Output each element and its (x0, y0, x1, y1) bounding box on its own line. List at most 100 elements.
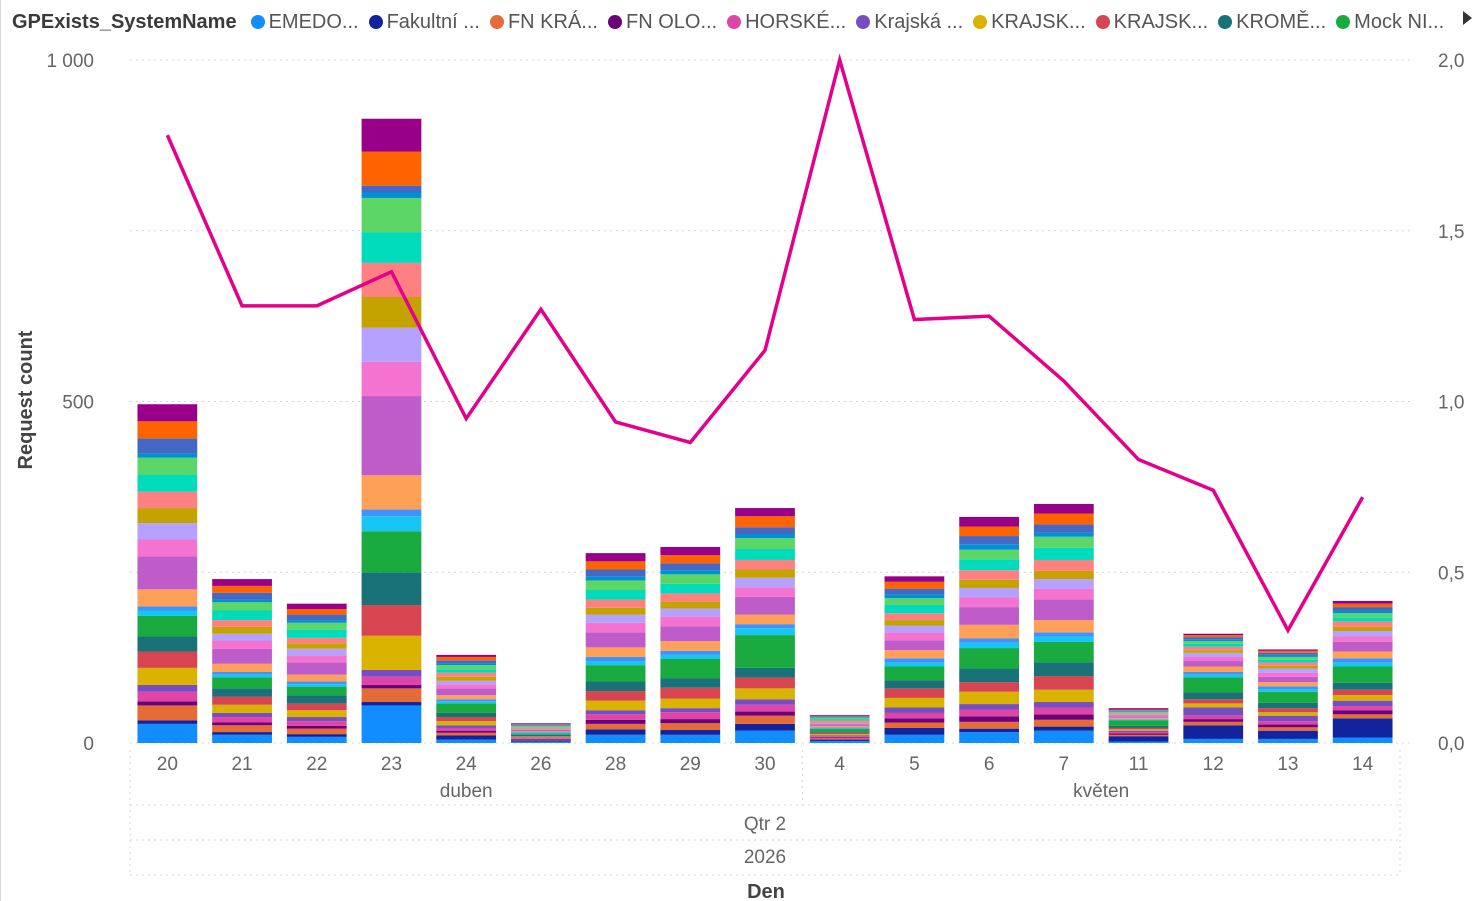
x-tick-label: 26 (530, 754, 551, 775)
bar-segment (1033, 714, 1094, 720)
bar-segment (137, 457, 198, 475)
bar-segment (585, 614, 646, 623)
bar-segment (959, 648, 1019, 669)
bar-segment (585, 553, 646, 562)
bar-segment (361, 572, 422, 606)
bar-segment (137, 610, 198, 616)
bar-segment (735, 538, 795, 550)
y-axis-title: Request count (15, 330, 37, 469)
bar-segment (1108, 712, 1169, 713)
legend-item-4[interactable]: HORSKÉ... (727, 11, 846, 34)
bar-segment (585, 661, 646, 666)
x-tick-label: 4 (834, 754, 845, 775)
legend-dot-icon (856, 15, 871, 29)
bar-segment (735, 704, 795, 712)
bar-segment (361, 688, 422, 703)
bar-segment (511, 737, 571, 739)
bar-segment (735, 723, 795, 731)
bar-segment (660, 658, 721, 679)
legend-item-5[interactable]: Krajská ... (856, 11, 963, 34)
bar-segment (884, 697, 945, 708)
legend-item-0[interactable]: EMEDO... (250, 11, 359, 34)
bar-segment (1108, 732, 1169, 734)
bar-segment (511, 727, 571, 728)
bar-segment (1332, 607, 1393, 611)
legend-dot-icon (607, 15, 622, 29)
left-axis-tick-label: 1 000 (46, 51, 94, 72)
bar-segment (585, 681, 646, 692)
legend-item-9[interactable]: Mock NI... (1336, 11, 1444, 34)
x-axis-title: Den (747, 881, 785, 901)
x-tick-label: 7 (1059, 754, 1070, 775)
bar-segment (1033, 588, 1094, 600)
bar-segment (436, 725, 497, 728)
bar-segment (286, 674, 347, 682)
bar-segment (361, 605, 422, 636)
x-tick-label: 14 (1352, 754, 1374, 775)
bar-segment (959, 668, 1019, 683)
bar-segment (809, 736, 870, 738)
month-label: duben (440, 781, 493, 802)
legend-next-arrow-icon[interactable] (1463, 11, 1472, 25)
legend-label: KROMĚ... (1236, 10, 1327, 33)
bar-segment (1183, 721, 1244, 726)
bar-segment (1332, 610, 1393, 614)
bar-segment (1033, 579, 1094, 589)
bar-segment (436, 688, 497, 696)
bar-segment (884, 658, 945, 663)
bar-segment (959, 691, 1019, 705)
bar-segment (585, 607, 646, 615)
bar-segment (735, 516, 795, 528)
bar-segment (959, 709, 1019, 717)
legend-item-8[interactable]: KROMĚ... (1218, 11, 1326, 34)
bar-segment (286, 703, 347, 711)
legend-item-2[interactable]: FN KRÁ... (489, 11, 598, 34)
bar-segment (660, 641, 721, 651)
x-tick-label: 24 (456, 754, 478, 775)
bar-segment (809, 739, 870, 741)
bar-segment (361, 361, 422, 397)
bar-segment (212, 626, 272, 634)
bar-segment (436, 654, 497, 657)
legend-item-1[interactable]: Fakultní ... (368, 11, 480, 34)
bar-segment (1332, 641, 1393, 652)
bar-segment (809, 737, 870, 739)
bar-segment (959, 559, 1019, 571)
bar-segment (137, 539, 198, 557)
x-tick-label: 5 (909, 754, 920, 775)
bar-segment (1332, 617, 1393, 622)
bar-segment (660, 730, 721, 735)
bar-segment (809, 719, 870, 721)
bar-segment (1332, 662, 1393, 667)
bar-segment (1108, 741, 1169, 743)
x-tick-label: 6 (984, 754, 995, 775)
bar-segment (361, 118, 422, 152)
bar-segment (1033, 599, 1094, 621)
bar-segment (884, 588, 945, 595)
bar-segment (137, 684, 198, 692)
bar-segment (286, 614, 347, 621)
bar-segment (1108, 711, 1169, 713)
bar-segment (1183, 738, 1244, 743)
bar-segment (959, 624, 1019, 639)
bar-segment (809, 717, 870, 718)
bar-segment (809, 731, 870, 733)
legend-item-7[interactable]: KRAJSK... (1095, 11, 1208, 34)
bar-segment (585, 576, 646, 581)
bar-segment (1332, 621, 1393, 627)
bar-segment (884, 650, 945, 659)
bar-segment (660, 601, 721, 609)
bar-segment (212, 732, 272, 735)
legend-item-6[interactable]: KRAJSK... (973, 11, 1086, 34)
bar-segment (137, 606, 198, 611)
bar-segment (286, 609, 347, 615)
legend-item-3[interactable]: FN OLO... (607, 11, 717, 34)
legend-dot-icon (1218, 15, 1233, 29)
bar-segment (660, 546, 721, 556)
bar-segment (1258, 652, 1318, 655)
bar-segment (212, 599, 272, 603)
chart-legend: GPExists_SystemName EMEDO... Fakultní ...… (12, 8, 1472, 36)
bar-segment (1258, 708, 1318, 713)
bar-segment (511, 730, 571, 732)
bar-segment (585, 647, 646, 657)
